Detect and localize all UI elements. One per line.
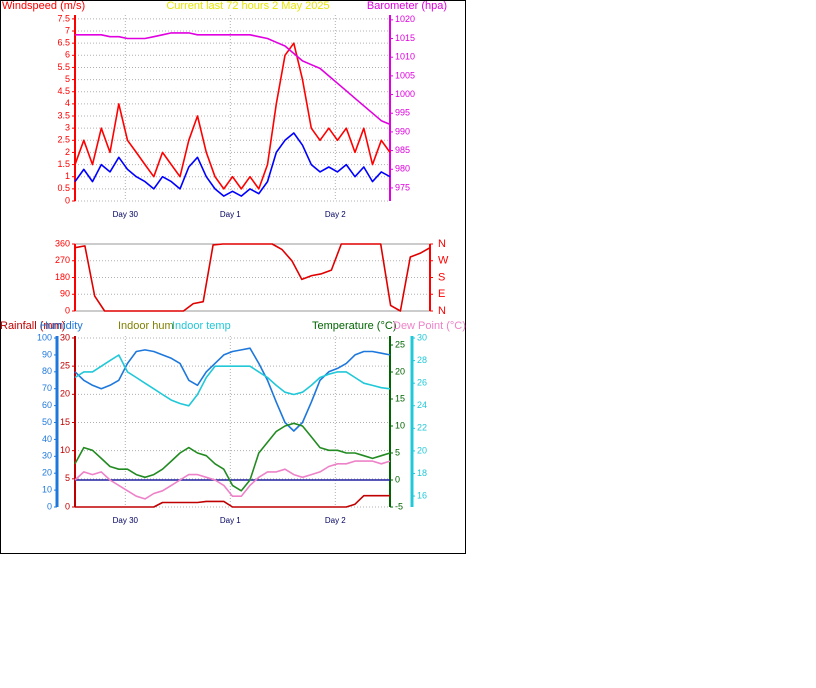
y-tick-label: 5 [65,473,70,483]
y-tick-label: 0 [47,501,52,511]
y-tick-label: 0 [65,195,70,205]
y-tick-label: 1000 [395,89,415,99]
y-tick-label: 18 [417,468,427,478]
y-tick-label: 270 [55,255,70,265]
y-tick-label: 3.5 [57,110,70,120]
y-tick-label: 975 [395,182,410,192]
y-tick-label: 70 [42,383,52,393]
y-tick-label: 1.5 [57,159,70,169]
y-tick-label: 4 [65,98,70,108]
y-tick-label: S [438,271,445,283]
series-line [74,460,391,500]
y-tick-label: 2.5 [57,135,70,145]
y-tick-label: 10 [395,420,405,430]
y-tick-label: 25 [395,339,405,349]
y-tick-label: 20 [395,366,405,376]
y-tick-label: 360 [55,238,70,248]
legend-entry: Rainfall (mm) [0,320,65,332]
y-tick-label: 1005 [395,70,415,80]
y-tick-label: 0.5 [57,183,70,193]
y-tick-label: 990 [395,126,410,136]
y-tick-label: 985 [395,145,410,155]
series-line [74,42,391,190]
y-tick-label: 15 [395,393,405,403]
y-tick-label: 25 [60,361,70,371]
axis-title: Windspeed (m/s) [2,0,85,12]
y-tick-label: E [438,288,445,300]
y-tick-label: 90 [60,289,70,299]
axis-title: Barometer (hpa) [367,0,447,12]
y-tick-label: 6 [65,50,70,60]
y-tick-label: 10 [42,484,52,494]
y-tick-label: 100 [37,332,52,342]
series-line [74,354,391,407]
y-tick-label: 26 [417,378,427,388]
y-tick-label: 40 [42,434,52,444]
x-tick-label: Day 30 [113,210,139,219]
y-tick-label: 20 [42,468,52,478]
y-tick-label: W [438,255,449,267]
series-line [75,32,391,126]
series-line [74,347,391,432]
y-tick-label: 15 [60,417,70,427]
y-tick-label: 20 [60,389,70,399]
y-tick-label: 30 [42,451,52,461]
legend-entry: Dew Point (°C) [393,320,466,332]
y-tick-label: N [438,305,446,317]
y-tick-label: 5.5 [57,62,70,72]
y-tick-label: 24 [417,400,427,410]
legend-entry: Humidity [40,320,83,332]
legend-entry: Temperature (°C) [312,320,396,332]
y-tick-label: 1020 [395,14,415,24]
y-tick-label: 1015 [395,33,415,43]
series-line [74,243,431,312]
x-tick-label: Day 2 [325,210,346,219]
y-tick-label: 6.5 [57,38,70,48]
y-tick-label: 60 [42,400,52,410]
legend-entry: Indoor temp [172,320,231,332]
y-tick-label: 5 [65,74,70,84]
y-tick-label: 0 [65,305,70,315]
x-tick-label: Day 1 [220,516,241,525]
y-tick-label: 5 [395,447,400,457]
y-tick-label: 0 [395,474,400,484]
y-tick-label: 80 [42,366,52,376]
y-tick-label: -5 [395,501,403,511]
y-tick-label: 20 [417,445,427,455]
series-line [75,494,390,508]
y-tick-label: 10 [60,445,70,455]
x-tick-label: Day 30 [113,516,139,525]
y-tick-label: 7 [65,25,70,35]
x-tick-label: Day 1 [220,210,241,219]
chart-title: Current last 72 hours 2 May 2025 [166,0,329,12]
legend-entry: Indoor hum [118,320,174,332]
y-tick-label: 3 [65,123,70,133]
y-tick-label: 180 [55,272,70,282]
series-line [74,132,391,197]
y-tick-label: 22 [417,423,427,433]
y-tick-label: 1 [65,171,70,181]
y-tick-label: 0 [65,501,70,511]
chart-frame [0,0,466,554]
y-tick-label: 2 [65,147,70,157]
y-tick-label: 7.5 [57,13,70,23]
y-tick-label: 30 [417,332,427,342]
y-tick-label: 30 [60,332,70,342]
y-tick-label: 28 [417,355,427,365]
y-tick-label: 980 [395,164,410,174]
y-tick-label: 90 [42,349,52,359]
y-tick-label: N [438,238,446,250]
y-tick-label: 16 [417,490,427,500]
y-tick-label: 995 [395,108,410,118]
series-line [74,422,391,492]
y-tick-label: 1010 [395,52,415,62]
y-tick-label: 4.5 [57,86,70,96]
x-tick-label: Day 2 [325,516,346,525]
y-tick-label: 50 [42,417,52,427]
